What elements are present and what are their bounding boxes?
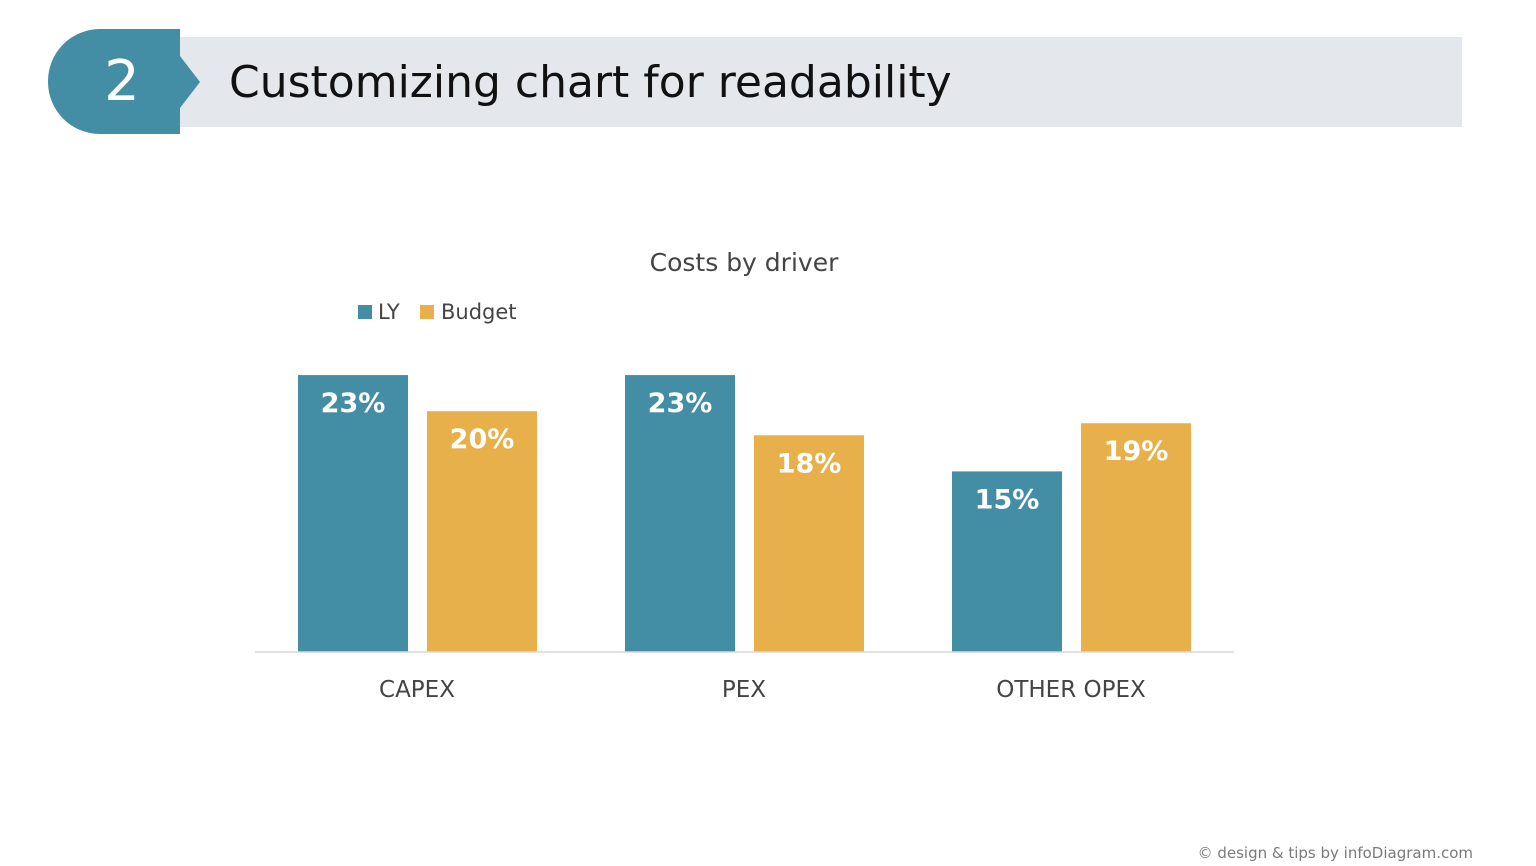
data-label: 15%	[975, 484, 1040, 515]
legend-label-ly: LY	[378, 300, 400, 324]
legend-swatch-ly	[358, 305, 372, 319]
bar-budget-pex	[754, 435, 864, 652]
page-title: Customizing chart for readability	[229, 57, 952, 108]
bar-ly-pex	[625, 375, 735, 652]
step-badge-arrow	[180, 56, 200, 108]
chart-title: Costs by driver	[650, 248, 839, 277]
bar-budget-capex	[427, 411, 537, 652]
bar-ly-capex	[298, 375, 408, 652]
category-label: PEX	[722, 677, 766, 703]
data-label: 23%	[321, 388, 386, 419]
data-label: 23%	[648, 388, 713, 419]
step-badge	[48, 29, 180, 134]
step-number: 2	[104, 49, 140, 114]
category-label: OTHER OPEX	[996, 677, 1146, 703]
data-label: 18%	[777, 448, 842, 479]
bar-ly-other-opex	[952, 471, 1062, 652]
bar-budget-other-opex	[1081, 423, 1191, 652]
header-band	[180, 37, 1462, 127]
legend-label-budget: Budget	[441, 300, 517, 324]
footer-credit: © design & tips by infoDiagram.com	[1197, 844, 1473, 862]
data-label: 19%	[1104, 436, 1169, 467]
category-label: CAPEX	[379, 677, 455, 703]
data-label: 20%	[450, 424, 515, 455]
legend-swatch-budget	[420, 305, 434, 319]
